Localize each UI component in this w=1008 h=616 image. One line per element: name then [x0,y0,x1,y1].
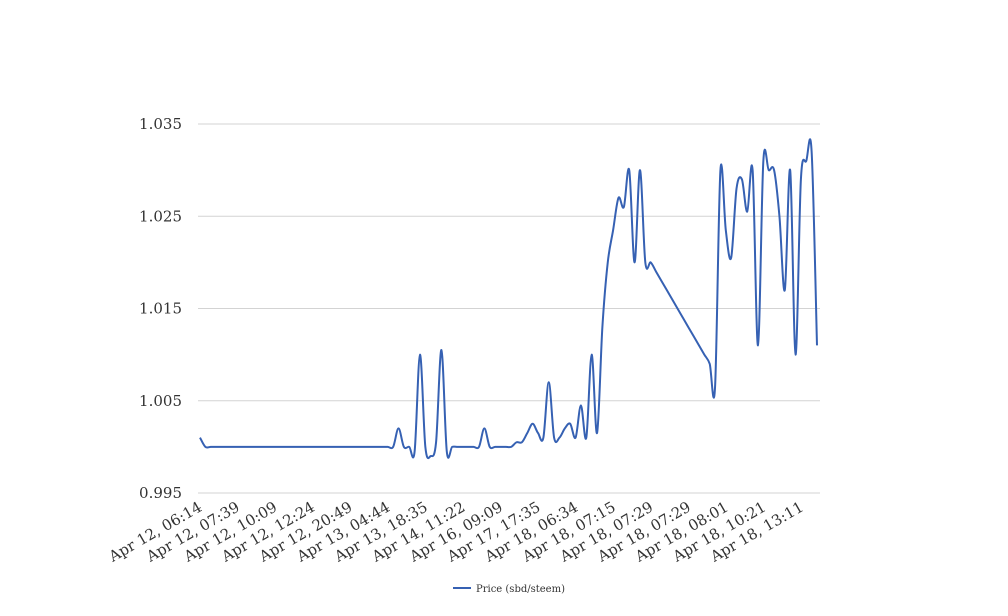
y-tick-label: 1.005 [139,392,182,410]
y-tick-label: 0.995 [139,484,182,502]
y-axis-ticks: 1.035 1.025 1.015 1.005 0.995 [139,115,182,502]
y-tick-label: 1.035 [139,115,182,133]
series-line-price[interactable] [199,138,818,460]
legend-label: Price (sbd/steem) [476,584,565,595]
gridlines [198,123,820,494]
legend[interactable]: Price (sbd/steem) [453,584,565,595]
series-lines [199,138,818,460]
y-tick-label: 1.015 [139,300,182,318]
y-tick-label: 1.025 [139,207,182,225]
